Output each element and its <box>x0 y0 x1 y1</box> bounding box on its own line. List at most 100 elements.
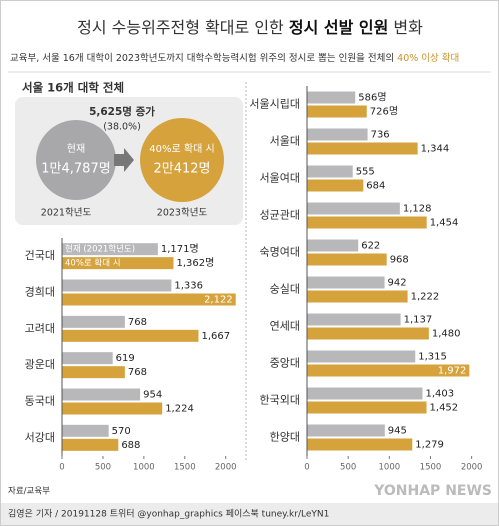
bar <box>62 388 141 401</box>
value-label: 1,224 <box>165 404 194 415</box>
bar <box>62 366 125 379</box>
bar <box>62 424 109 437</box>
category-label: 숙명여대 <box>260 246 300 259</box>
bar <box>307 364 470 377</box>
subtitle-highlight: 40% 이상 확대 <box>397 52 459 64</box>
footer-band <box>1 503 498 525</box>
x-tick-label: 0 <box>59 463 64 473</box>
category-label: 경희대 <box>25 286 55 299</box>
x-tick-label: 1500 <box>174 463 196 473</box>
expanded-circle <box>140 118 224 202</box>
category-label: 서울시립대 <box>249 98 300 111</box>
value-label: 1,362명 <box>176 257 214 269</box>
title-part: 변화 <box>388 18 423 37</box>
category-label: 건국대 <box>25 249 55 262</box>
summary-title: 서울 16개 대학 전체 <box>22 81 124 95</box>
current-label: 현재 <box>67 143 85 155</box>
bar <box>62 279 172 292</box>
value-label: 736 <box>371 130 390 141</box>
value-label: 1,137 <box>404 315 433 326</box>
title: 정시 수능위주전형 확대로 인한 정시 선발 인원 변화 <box>77 18 423 37</box>
value-label: 1,315 <box>418 352 447 363</box>
category-label: 서울대 <box>270 135 300 148</box>
category-label: 숭실대 <box>270 283 300 296</box>
summary-increase-pct: (38.0%) <box>103 122 141 133</box>
legend-label: 40%로 확대 시 <box>65 258 121 269</box>
category-label: 한국외대 <box>260 394 300 407</box>
bar <box>62 257 174 270</box>
bar <box>307 350 416 363</box>
bar <box>62 243 158 256</box>
value-label: 1,452 <box>430 403 459 414</box>
bar <box>62 352 113 365</box>
x-tick-label: 1000 <box>133 463 155 473</box>
bar <box>307 105 367 118</box>
bar <box>307 239 359 252</box>
bar <box>307 387 423 400</box>
bar <box>307 424 385 437</box>
value-label: 555 <box>356 167 375 178</box>
value-label: 1,667 <box>201 331 230 342</box>
category-label: 서울여대 <box>260 172 300 185</box>
expanded-year: 2023학년도 <box>157 208 208 219</box>
value-label: 968 <box>390 255 409 266</box>
credit: 김영은 기자 / 20191128 트위터 @yonhap_graphics 페… <box>8 508 329 520</box>
x-tick-label: 2000 <box>215 463 237 473</box>
x-tick-label: 500 <box>95 463 111 473</box>
value-label: 1,128 <box>403 204 432 215</box>
bar <box>62 329 199 342</box>
value-label: 1,480 <box>432 329 461 340</box>
category-label: 광운대 <box>25 358 55 371</box>
title-emphasis: 정시 선발 인원 <box>289 18 388 37</box>
value-label: 768 <box>128 367 147 378</box>
bar <box>62 402 163 415</box>
bar <box>307 438 413 451</box>
x-tick-label: 1000 <box>379 463 401 473</box>
value-label: 942 <box>388 278 407 289</box>
bar <box>307 202 400 215</box>
value-label: 619 <box>116 353 135 364</box>
expanded-label: 40%로 확대 시 <box>149 143 214 155</box>
value-label: 726명 <box>370 106 398 118</box>
value-label: 954 <box>143 390 162 401</box>
x-tick-label: 2000 <box>461 463 483 473</box>
value-label: 586명 <box>358 92 386 104</box>
value-label: 684 <box>366 181 385 192</box>
bar <box>307 128 368 141</box>
bar <box>307 327 429 340</box>
bar <box>62 438 119 451</box>
x-tick-label: 1500 <box>420 463 442 473</box>
bar <box>62 293 236 306</box>
current-year: 2021학년도 <box>41 208 92 219</box>
bar <box>307 290 408 303</box>
value-label: 2,122 <box>204 295 233 306</box>
value-label: 768 <box>128 317 147 328</box>
value-label: 622 <box>361 241 380 252</box>
bar <box>307 91 356 104</box>
bar <box>307 401 427 414</box>
bar <box>307 276 385 289</box>
category-label: 서강대 <box>25 431 55 444</box>
subtitle: 교육부, 서울 16개 대학이 2023학년도까지 대학수학능력시험 위주의 정… <box>10 52 459 64</box>
category-label: 성균관대 <box>260 209 300 222</box>
summary-increase: 5,625명 증가 <box>89 105 155 118</box>
value-label: 1,336 <box>174 281 203 292</box>
bar <box>307 253 387 266</box>
value-label: 1,403 <box>426 389 455 400</box>
value-label: 1,279 <box>415 440 444 451</box>
value-label: 688 <box>121 440 140 451</box>
title-part: 정시 수능위주전형 확대로 인한 <box>77 18 289 37</box>
x-tick-label: 500 <box>340 463 356 473</box>
current-value: 1만4,787명 <box>41 162 110 177</box>
bar <box>307 165 353 178</box>
x-tick-label: 0 <box>304 463 309 473</box>
bar <box>62 315 125 328</box>
category-label: 연세대 <box>270 320 300 333</box>
value-label: 1,454 <box>430 218 459 229</box>
bar <box>307 179 364 192</box>
category-label: 한양대 <box>270 431 300 444</box>
bar <box>307 216 427 229</box>
category-label: 고려대 <box>25 322 55 335</box>
